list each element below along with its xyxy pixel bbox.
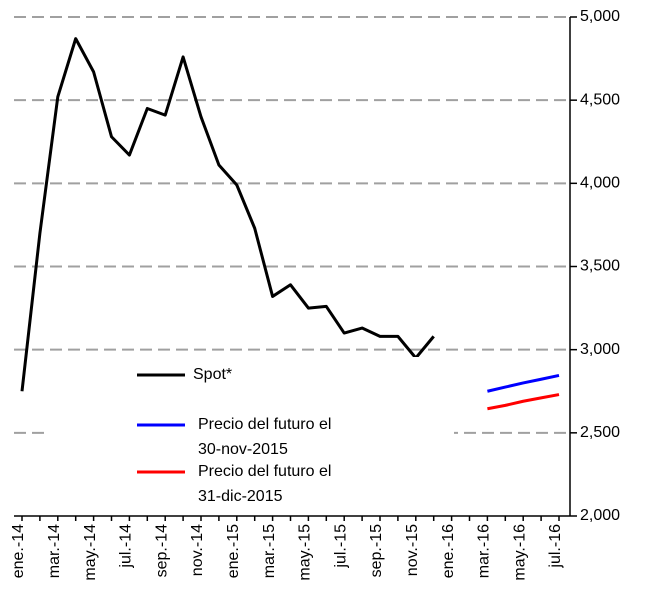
x-tick-label: jul.-16 — [547, 524, 564, 569]
y-tick-label: 5,000 — [580, 8, 620, 25]
series-line — [20, 37, 435, 392]
series-line — [487, 393, 560, 411]
legend-label: Spot* — [193, 366, 232, 383]
x-tick-label: jul.-14 — [118, 524, 135, 569]
legend-line: Precio del futuro el — [198, 463, 331, 480]
y-tick-label: 3,500 — [580, 258, 620, 275]
x-tick-label: ene.-14 — [10, 524, 27, 578]
x-tick-label: ene.-16 — [440, 524, 457, 578]
x-tick-label: mar.-16 — [476, 524, 493, 578]
y-tick-label: 2,000 — [580, 507, 620, 524]
y-tick-label: 2,500 — [580, 424, 620, 441]
x-tick-label: may.-16 — [511, 524, 528, 581]
y-tick-label: 3,000 — [580, 341, 620, 358]
x-tick-label: sep.-14 — [153, 524, 170, 577]
x-tick-label: sep.-15 — [368, 524, 385, 577]
x-tick-label: jul.-15 — [332, 524, 349, 569]
x-tick-label: nov.-14 — [189, 524, 206, 576]
legend-box — [46, 357, 454, 512]
x-tick-label: nov.-15 — [404, 524, 421, 576]
series-line — [487, 373, 560, 393]
legend-label: Precio del futuro el 31-dic-2015 — [198, 463, 331, 505]
y-tick-label: 4,000 — [580, 175, 620, 192]
legend: Spot*Precio del futuro el 30-nov-2015Prec… — [46, 357, 454, 512]
x-tick-label: ene.-15 — [225, 524, 242, 578]
legend-line: Precio del futuro el — [198, 416, 331, 433]
x-tick-label: may.-15 — [297, 524, 314, 581]
legend-line: 31-dic-2015 — [198, 488, 283, 505]
legend-line: 30-nov-2015 — [198, 441, 288, 458]
x-tick-label: mar.-15 — [261, 524, 278, 578]
x-tick-label: may.-14 — [82, 524, 99, 581]
x-tick-label: mar.-14 — [46, 524, 63, 578]
y-tick-label: 4,500 — [580, 91, 620, 108]
legend-label: Precio del futuro el 30-nov-2015 — [198, 416, 331, 458]
